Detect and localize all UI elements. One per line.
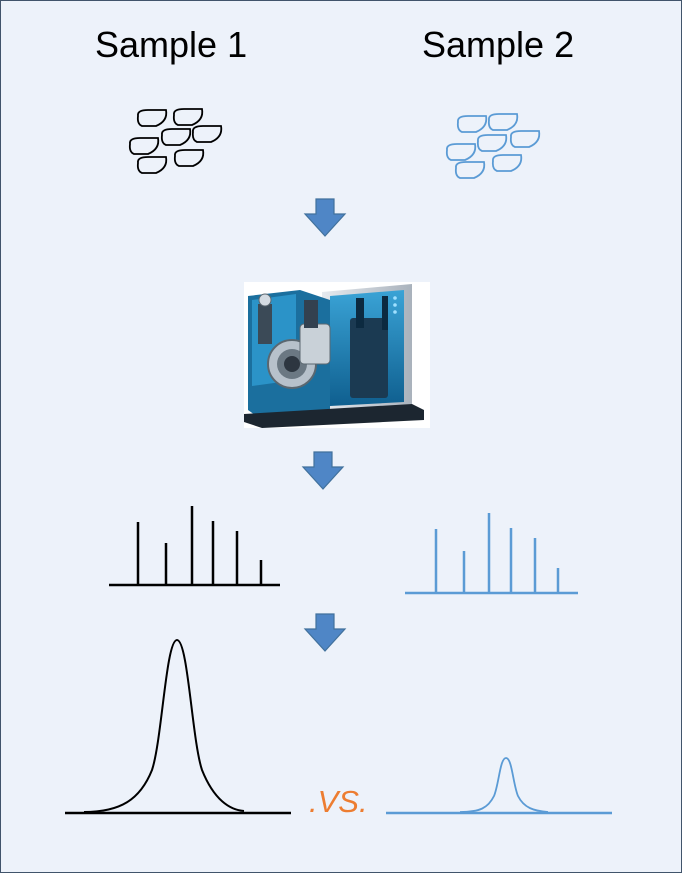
sample-2-chromatogram-peak xyxy=(459,757,549,813)
sample-1-cells-icon xyxy=(128,108,223,174)
mass-spectrometer-icon xyxy=(244,282,430,428)
sample-2-title: Sample 2 xyxy=(422,24,575,65)
sample-1-title: Sample 1 xyxy=(95,24,248,65)
sample-1-spectrum xyxy=(109,506,280,587)
sample-2-chromatogram xyxy=(386,757,612,815)
down-arrow-icon-3 xyxy=(303,613,347,652)
sample-1-chromatogram-peak xyxy=(83,638,245,813)
sample-1-chromatogram xyxy=(65,638,291,815)
sample-2-spectrum xyxy=(405,513,578,595)
sample-2-cells-icon xyxy=(445,113,541,179)
down-arrow-icon-1 xyxy=(303,198,347,237)
comparison-label: .VS. xyxy=(309,784,368,819)
down-arrow-icon-2 xyxy=(301,451,345,490)
